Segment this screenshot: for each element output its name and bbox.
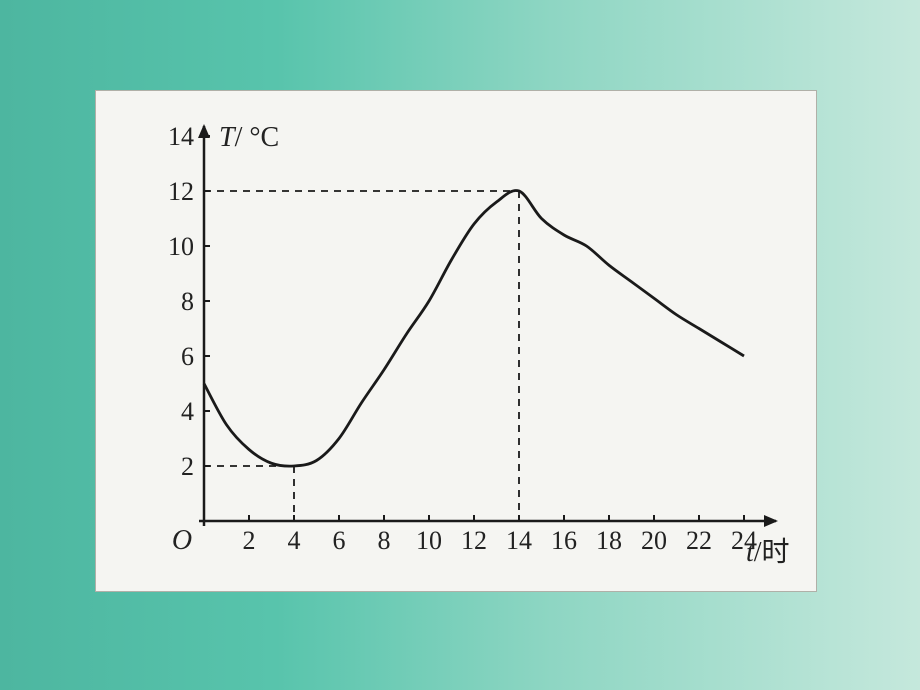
temperature-chart: 246810121424681012141618202224OT/ °Ct/时 xyxy=(95,90,817,592)
origin-label: O xyxy=(172,525,192,556)
x-tick-label: 10 xyxy=(416,526,442,555)
x-tick-label: 4 xyxy=(288,526,301,555)
x-tick-label: 6 xyxy=(333,526,346,555)
x-tick-label: 8 xyxy=(378,526,391,555)
x-axis-label: t/时 xyxy=(746,536,790,568)
x-tick-label: 16 xyxy=(551,526,577,555)
y-tick-label: 12 xyxy=(168,177,194,206)
y-tick-label: 2 xyxy=(181,452,194,481)
x-tick-label: 2 xyxy=(243,526,256,555)
y-tick-label: 6 xyxy=(181,342,194,371)
temperature-curve xyxy=(204,190,744,466)
x-axis-arrow xyxy=(764,515,778,527)
chart-svg: 246810121424681012141618202224OT/ °Ct/时 xyxy=(96,91,816,591)
x-tick-label: 14 xyxy=(506,526,532,555)
y-tick-label: 4 xyxy=(181,397,194,426)
y-tick-label: 10 xyxy=(168,232,194,261)
x-tick-label: 12 xyxy=(461,526,487,555)
y-axis-label: T/ °C xyxy=(219,122,279,153)
y-tick-label: 14 xyxy=(168,122,194,151)
x-tick-label: 22 xyxy=(686,526,712,555)
x-tick-label: 18 xyxy=(596,526,622,555)
x-tick-label: 20 xyxy=(641,526,667,555)
y-tick-label: 8 xyxy=(181,287,194,316)
